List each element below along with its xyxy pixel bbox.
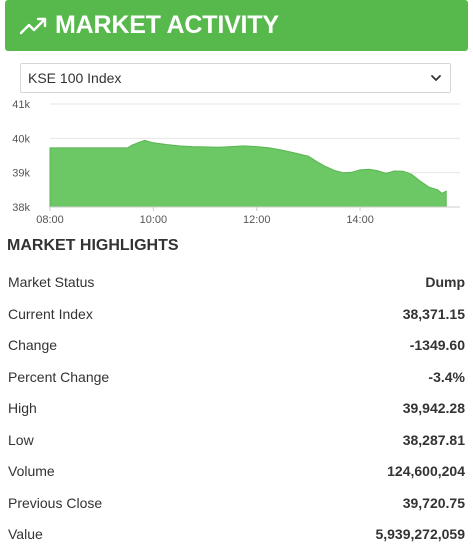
highlight-row: Market Status Dump: [0, 267, 473, 299]
highlight-row: Low 38,287.81: [0, 425, 473, 457]
y-tick-label: 39k: [12, 168, 30, 180]
x-tick-label: 08:00: [36, 214, 64, 226]
highlight-label: High: [8, 400, 37, 416]
series-area: [49, 139, 447, 208]
highlight-row: High 39,942.28: [0, 393, 473, 425]
highlight-row: Current Index 38,371.15: [0, 299, 473, 331]
highlights-title: MARKET HIGHLIGHTS: [7, 237, 179, 254]
highlight-label: Change: [8, 337, 58, 353]
highlight-label: Previous Close: [8, 494, 103, 511]
highlight-value: 38,287.81: [402, 431, 465, 448]
highlight-label: Current Index: [8, 305, 93, 322]
index-chart: 41k 40k 39k 38k 08:00 10:00 12:00 14:00: [12, 99, 460, 226]
highlight-value: 124,600,204: [387, 463, 465, 479]
x-tick-label: 10:00: [140, 214, 168, 226]
highlight-value: 38,371.15: [402, 305, 465, 322]
highlight-label: Volume: [8, 463, 55, 479]
highlight-row: Value 5,939,272,059: [0, 519, 473, 551]
highlight-row: Percent Change -3.4%: [0, 362, 473, 394]
y-tick-label: 40k: [12, 133, 30, 145]
index-select[interactable]: KSE 100 Index: [20, 63, 451, 93]
x-tick-label: 12:00: [243, 214, 271, 226]
highlights-table: Market Status Dump Current Index 38,371.15 C…: [0, 267, 473, 551]
highlight-row: Previous Close 39,720.75: [0, 488, 473, 520]
highlight-row: Change -1349.60: [0, 330, 473, 362]
highlight-label: Value: [8, 526, 43, 542]
y-tick-label: 41k: [12, 99, 30, 111]
highlight-value: 5,939,272,059: [375, 526, 465, 542]
page-title: MARKET ACTIVITY: [55, 11, 279, 39]
y-tick-label: 38k: [12, 202, 30, 214]
index-select-value: KSE 100 Index: [28, 70, 122, 86]
highlight-row: Volume 124,600,204: [0, 456, 473, 488]
highlight-value: -3.4%: [428, 368, 465, 385]
highlight-value: 39,942.28: [402, 400, 465, 416]
chevron-down-icon: [431, 75, 441, 81]
highlight-label: Percent Change: [8, 368, 110, 385]
highlight-value: Dump: [425, 274, 465, 290]
x-tick-label: 14:00: [346, 214, 374, 226]
trending-up-icon: [19, 16, 49, 36]
market-activity-header: MARKET ACTIVITY: [5, 0, 468, 51]
highlight-value: 39,720.75: [402, 494, 465, 511]
highlight-value: -1349.60: [409, 337, 465, 353]
highlight-label: Market Status: [8, 274, 95, 290]
highlight-label: Low: [8, 431, 34, 448]
